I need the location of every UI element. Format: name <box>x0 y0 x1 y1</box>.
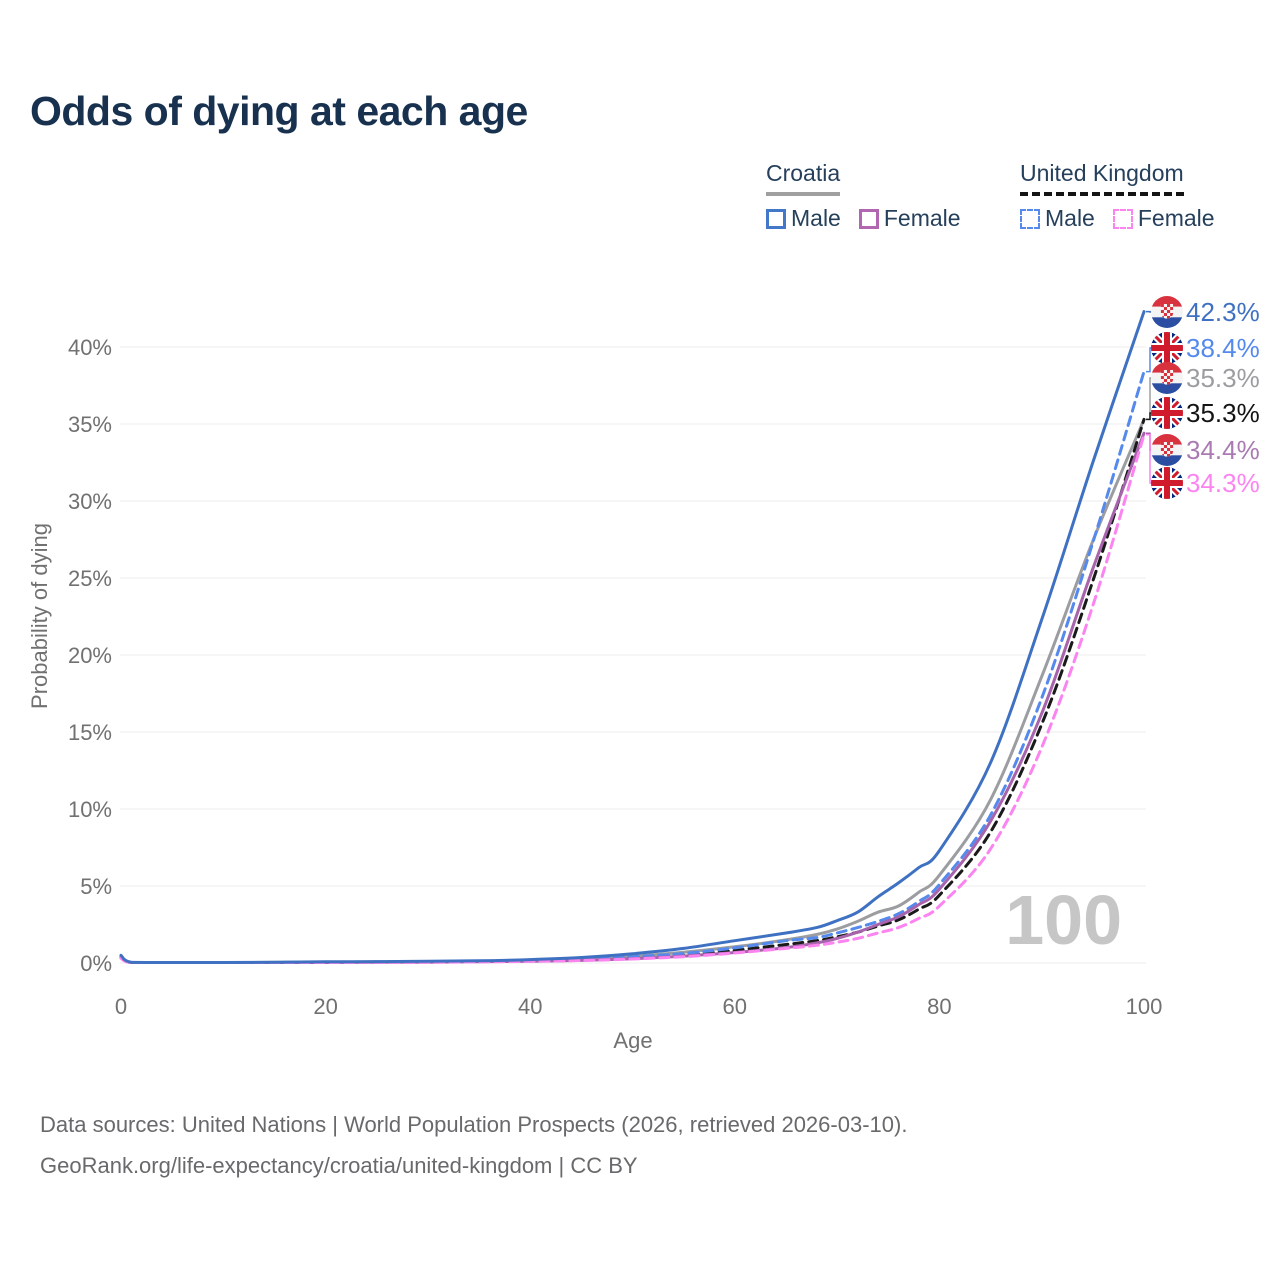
data-sources-line: Data sources: United Nations | World Pop… <box>40 1112 908 1137</box>
legend-label: Male <box>1045 205 1095 231</box>
x-tick-label: 0 <box>115 994 127 1019</box>
series-layer <box>119 310 1146 964</box>
legend-item-croatia-male[interactable]: Male <box>766 205 841 232</box>
end-value-label-uk-male: 38.4% <box>1186 333 1260 363</box>
y-tick-label: 30% <box>68 489 112 514</box>
y-tick-label: 10% <box>68 797 112 822</box>
y-tick-label: 15% <box>68 720 112 745</box>
y-tick-label: 0% <box>80 951 112 976</box>
x-tick-label: 40 <box>518 994 542 1019</box>
croatia-flag-icon <box>1151 296 1183 328</box>
series-line-uk-male[interactable] <box>119 370 1146 964</box>
uk-female-swatch-icon <box>1112 208 1133 229</box>
legend-header-united-kingdom: United Kingdom <box>1020 160 1184 196</box>
legend-item-croatia-female[interactable]: Female <box>858 205 961 232</box>
uk-flag-icon <box>1151 397 1183 429</box>
end-value-label-uk-both: 35.3% <box>1186 398 1260 428</box>
x-tick-label: 80 <box>927 994 951 1019</box>
attribution-link-line[interactable]: GeoRank.org/life-expectancy/croatia/unit… <box>40 1153 638 1178</box>
legend-label: Male <box>791 205 841 231</box>
x-tick-label: 20 <box>313 994 337 1019</box>
y-tick-label: 25% <box>68 566 112 591</box>
series-line-uk-both[interactable] <box>119 417 1146 964</box>
legend-group-croatia: Croatia Male Female <box>766 160 961 232</box>
legend-item-uk-male[interactable]: Male <box>1020 205 1095 232</box>
series-line-croatia-female[interactable] <box>119 431 1146 964</box>
end-label-layer: 42.3%38.4%35.3%35.3%34.4%34.3% <box>1146 296 1260 499</box>
croatia-flag-icon <box>1151 434 1183 466</box>
x-axis-title: Age <box>613 1028 652 1053</box>
uk-flag-icon <box>1151 467 1183 499</box>
legend-group-united-kingdom: United Kingdom Male Female <box>1020 160 1215 232</box>
footer: Data sources: United Nations | World Pop… <box>40 1104 907 1186</box>
label-connector <box>1146 434 1151 484</box>
legend-item-uk-female[interactable]: Female <box>1112 205 1215 232</box>
series-line-uk-female[interactable] <box>119 433 1146 964</box>
croatia-male-swatch-icon <box>766 208 786 229</box>
axis-layer: 0% 5% 10% 15% 20% 25% 30% 35% 40% 0 20 40 60 80 100 <box>68 335 1162 1019</box>
y-axis-title: Probability of dying <box>27 523 52 709</box>
y-tick-label: 40% <box>68 335 112 360</box>
uk-flag-icon <box>1151 332 1183 364</box>
end-value-label-croatia-female: 34.4% <box>1186 435 1260 465</box>
legend-label: Female <box>1137 205 1215 231</box>
y-tick-label: 35% <box>68 412 112 437</box>
y-tick-label: 20% <box>68 643 112 668</box>
legend-header-croatia: Croatia <box>766 160 841 196</box>
croatia-flag-icon <box>1151 362 1183 394</box>
label-connector <box>1146 347 1151 373</box>
croatia-female-swatch-icon <box>858 208 879 229</box>
end-value-label-uk-female: 34.3% <box>1186 468 1260 498</box>
legend-row: Male Female <box>766 205 961 232</box>
end-value-label-croatia-male: 42.3% <box>1186 297 1260 327</box>
legend-row: Male Female <box>1020 205 1215 232</box>
grid-layer <box>120 346 1146 964</box>
age-counter-watermark: 100 <box>1005 881 1122 959</box>
series-line-croatia-male[interactable] <box>119 310 1146 964</box>
x-tick-label: 60 <box>723 994 747 1019</box>
end-value-label-croatia-both: 35.3% <box>1186 363 1260 393</box>
uk-male-swatch-icon <box>1020 208 1040 229</box>
label-connector <box>1146 412 1151 421</box>
page-title: Odds of dying at each age <box>30 88 528 134</box>
legend-label: Female <box>883 205 961 231</box>
x-tick-label: 100 <box>1126 994 1163 1019</box>
y-tick-label: 5% <box>80 874 112 899</box>
